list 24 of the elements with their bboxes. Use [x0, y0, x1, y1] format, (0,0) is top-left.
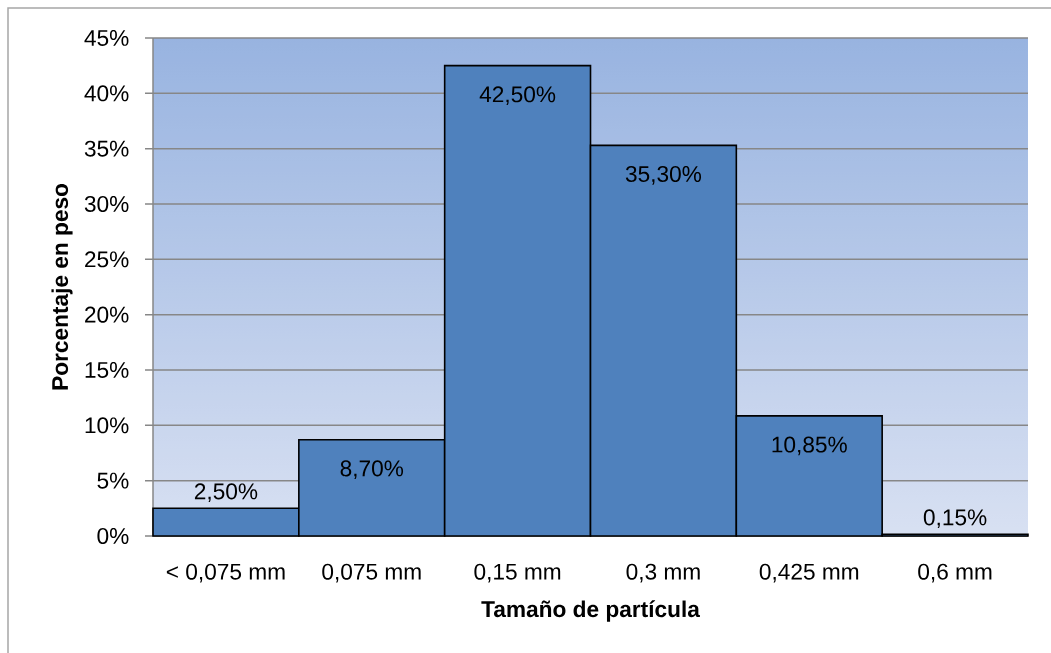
y-tick-label: 30% — [84, 195, 129, 213]
y-tick-label: 45% — [84, 30, 129, 46]
y-tick-label: 35% — [84, 140, 129, 157]
y-tick-label: 5% — [97, 472, 129, 489]
x-axis-title: Tamaño de partícula — [481, 600, 701, 622]
y-tick-label: 25% — [85, 251, 129, 268]
x-tick-label: < 0,075 mm — [166, 563, 285, 583]
data-label: 10,85% — [772, 436, 847, 456]
x-tick-label: 0,425 mm — [759, 563, 859, 583]
y-tick-label: 20% — [85, 306, 129, 323]
x-tick-label: 0,3 mm — [626, 563, 700, 583]
y-tick-label: 15% — [85, 362, 129, 378]
x-tick-label: 0,6 mm — [918, 563, 992, 583]
y-tick-label: 40% — [84, 85, 129, 102]
data-label: 8,70% — [340, 460, 404, 480]
y-tick-label: 10% — [85, 417, 129, 434]
data-label: 2,50% — [194, 483, 258, 503]
x-tick-label: 0,15 mm — [474, 563, 561, 583]
x-tick-label: 0,075 mm — [322, 563, 421, 583]
y-tick-label: 0% — [97, 527, 129, 545]
data-label: 42,50% — [479, 86, 556, 106]
y-axis-title: Porcentaje en peso — [51, 183, 73, 390]
data-label: 0,15% — [923, 509, 987, 529]
data-label: 35,30% — [625, 165, 702, 185]
